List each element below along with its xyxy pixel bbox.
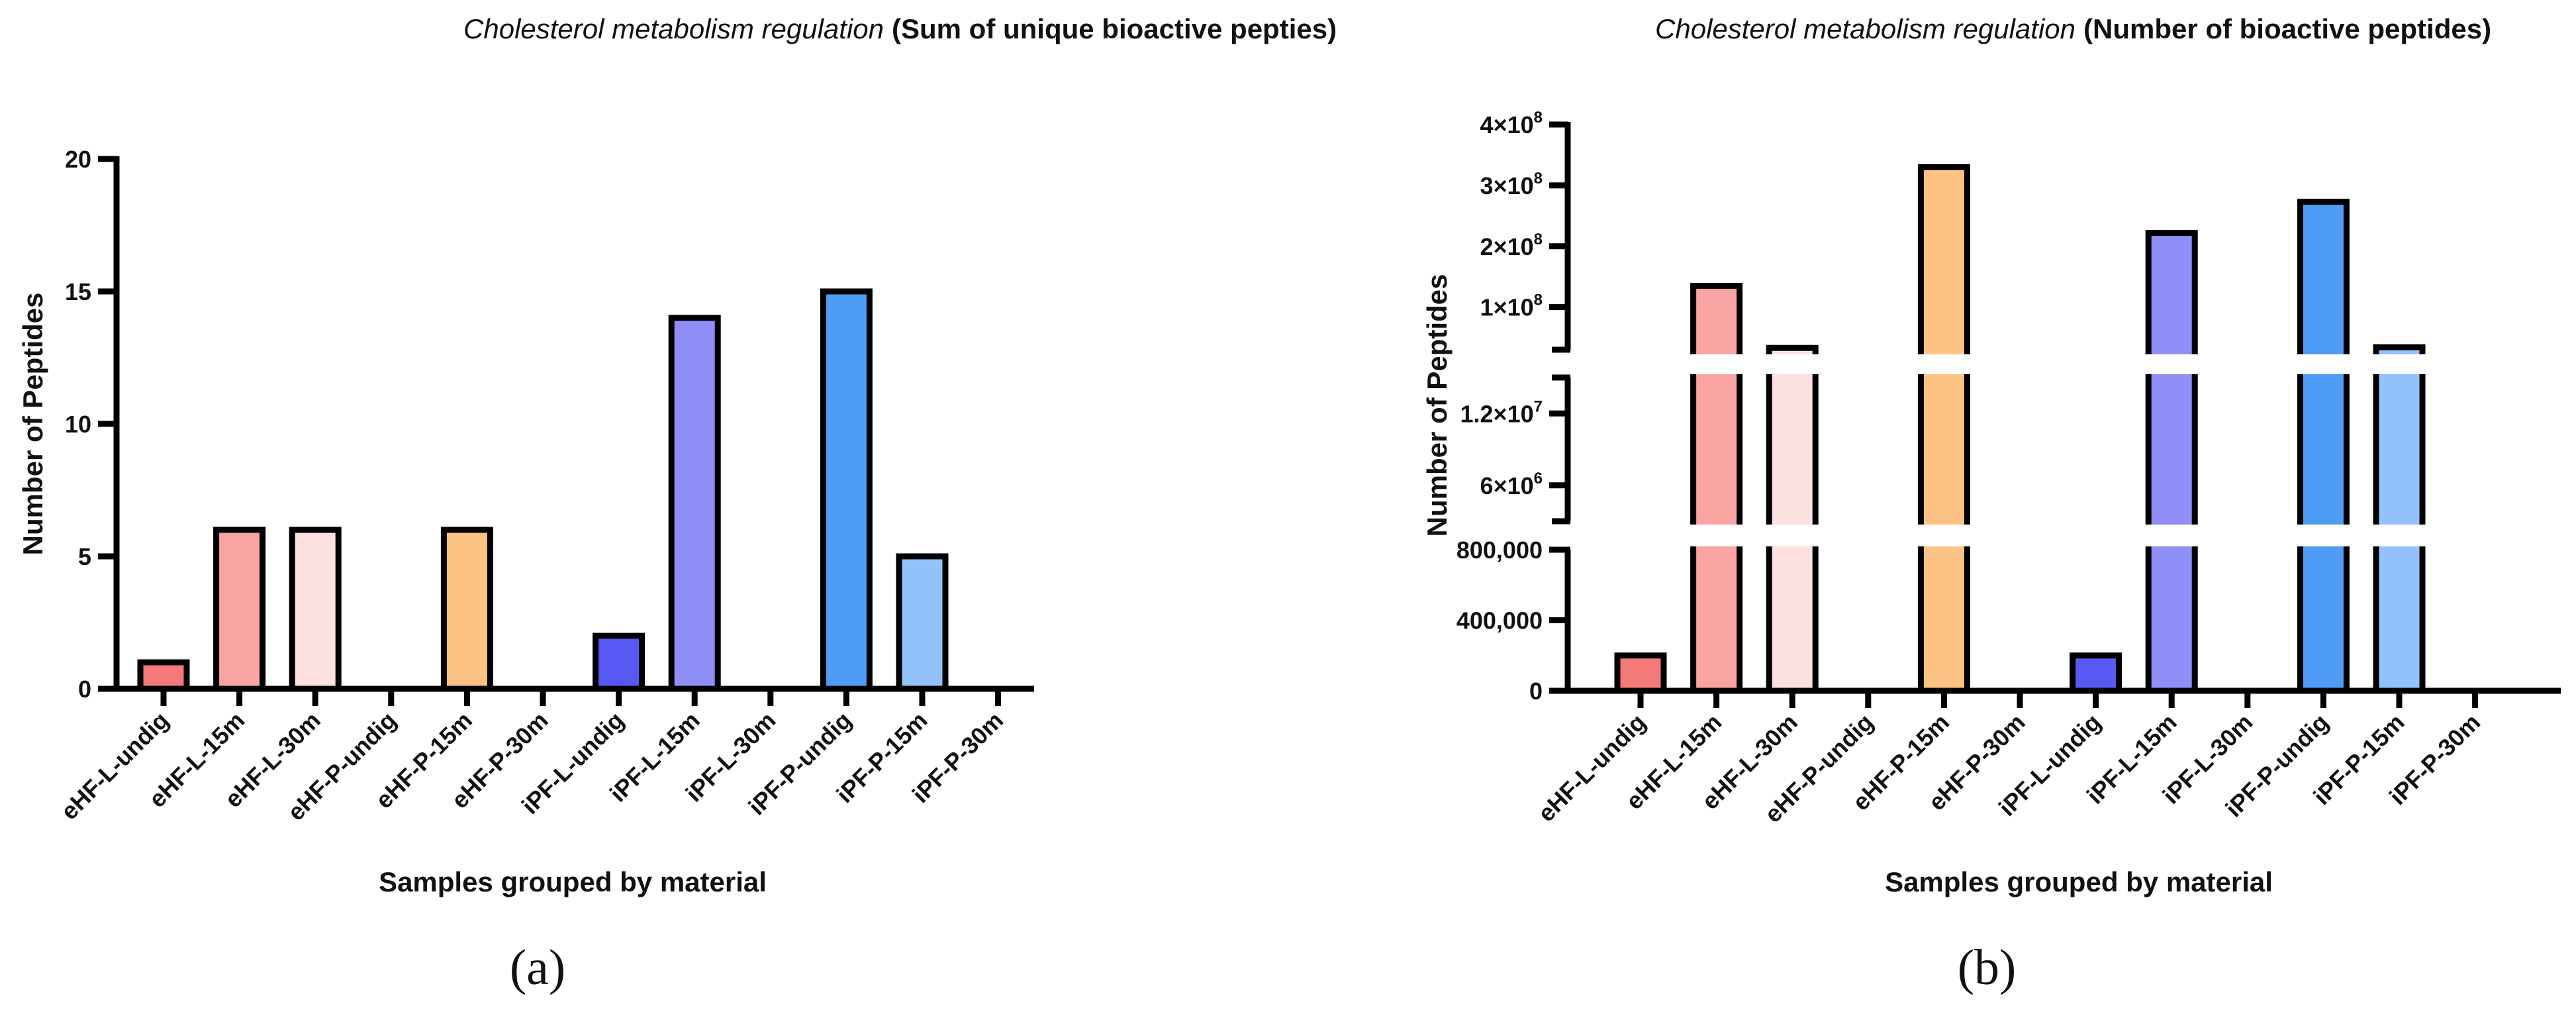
ytick-label-b-100000000: 1×108 xyxy=(1480,291,1543,321)
ytick-label-b-300000000: 3×108 xyxy=(1480,170,1543,199)
chart-b-ylabel: Number of Peptides xyxy=(1421,274,1453,537)
bar-b-eHF-L-15m xyxy=(1690,283,1743,694)
chart-b-title: Cholesterol metabolism regulation xyxy=(1655,13,2075,44)
axis-break-upper xyxy=(1541,354,2561,374)
bar-b-eHF-P-15m xyxy=(1917,164,1970,694)
bar-b-iPF-P-undig xyxy=(2297,199,2350,694)
chart-a-plot: eHF-L-undigeHF-L-15meHF-L-30meHF-P-undig… xyxy=(56,146,1034,826)
ytick-label-b-0: 0 xyxy=(1529,678,1543,705)
chart-a-xlabel: Samples grouped by material xyxy=(379,866,767,897)
bar-a-eHF-P-15m xyxy=(440,527,493,692)
ytick-exponent-b-200000000: 8 xyxy=(1534,230,1543,248)
bar-a-iPF-P-undig xyxy=(820,288,873,692)
bar-b-iPF-L-undig xyxy=(2070,652,2123,694)
chart-b-title-suffix: (Number of bioactive peptides) xyxy=(2083,13,2491,44)
ytick-label-b-800000: 800,000 xyxy=(1456,536,1543,564)
ytick-label-a-5: 5 xyxy=(78,543,91,570)
chart-a-panel-label: (a) xyxy=(510,940,565,995)
chart-a-title: Cholesterol metabolism regulation xyxy=(463,13,884,44)
bar-a-eHF-L-30m xyxy=(289,527,342,692)
ytick-label-b-12000000: 1.2×107 xyxy=(1460,397,1543,427)
ytick-label-a-0: 0 xyxy=(78,676,91,703)
ytick-exponent-b-12000000: 7 xyxy=(1534,397,1543,415)
chart-a-title-suffix: (Sum of unique bioactive pepties) xyxy=(892,13,1337,44)
ytick-label-b-400000: 400,000 xyxy=(1456,607,1543,634)
bar-a-iPF-P-15m xyxy=(896,553,949,692)
bar-b-eHF-L-undig xyxy=(1614,652,1667,694)
ytick-exponent-b-300000000: 8 xyxy=(1534,170,1543,187)
chart-b-panel-label: (b) xyxy=(1958,940,2017,995)
ytick-label-a-10: 10 xyxy=(65,411,91,438)
ytick-label-a-15: 15 xyxy=(65,278,91,305)
bar-b-iPF-L-15m xyxy=(2145,230,2198,694)
ytick-exponent-b-6000000: 6 xyxy=(1534,470,1543,487)
chart-b-xlabel: Samples grouped by material xyxy=(1885,866,2273,897)
ytick-label-b-6000000: 6×106 xyxy=(1480,470,1543,499)
chart-a-ylabel: Number of Peptides xyxy=(17,293,48,556)
ytick-exponent-b-100000000: 8 xyxy=(1534,291,1543,309)
ytick-label-a-20: 20 xyxy=(65,146,91,173)
bar-b-iPF-P-15m xyxy=(2373,344,2426,694)
chart-b-plot: eHF-L-undigeHF-L-15meHF-L-30meHF-P-undig… xyxy=(1456,109,2561,828)
bar-b-eHF-L-30m xyxy=(1766,344,1819,694)
bar-a-eHF-L-undig xyxy=(137,659,190,692)
ytick-label-b-200000000: 2×108 xyxy=(1480,230,1543,260)
bar-a-iPF-L-15m xyxy=(668,315,721,692)
axis-break-lower xyxy=(1541,525,2561,546)
bar-a-iPF-L-undig xyxy=(593,633,645,692)
ytick-label-b-400000000: 4×108 xyxy=(1480,109,1543,138)
bar-a-eHF-L-15m xyxy=(213,527,266,692)
ytick-exponent-b-400000000: 8 xyxy=(1534,109,1543,127)
